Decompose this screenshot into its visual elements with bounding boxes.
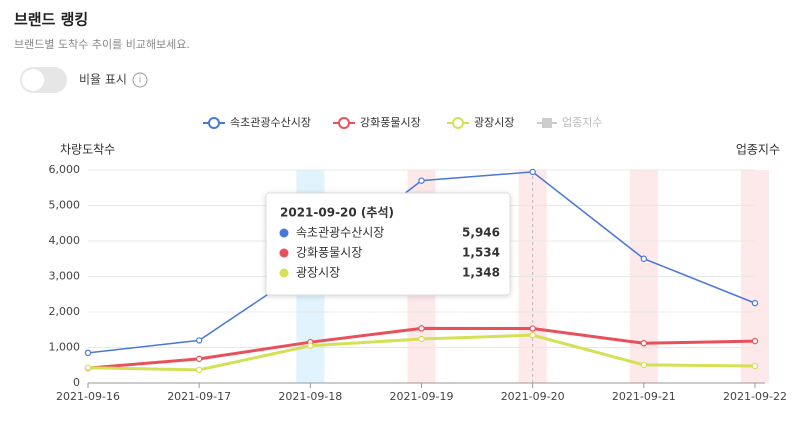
y-tick-label: 6,000 xyxy=(49,163,81,176)
y-tick-label: 4,000 xyxy=(49,234,81,247)
tooltip-box xyxy=(265,192,511,296)
legend-label[interactable]: 속초관광수산시장 xyxy=(230,116,311,129)
y-tick-label: 1,000 xyxy=(49,341,81,354)
legend-label[interactable]: 강화풍물시장 xyxy=(360,116,421,129)
info-icon[interactable] xyxy=(132,72,148,88)
subtitle: 브랜드별 도착수 추이를 비교해보세요. xyxy=(14,37,190,51)
legend-marker xyxy=(338,117,350,129)
tooltip-value: 1,534 xyxy=(462,246,500,260)
tooltip-value: 5,946 xyxy=(462,226,500,240)
y-tick-label: 5,000 xyxy=(49,199,81,212)
tooltip-title: 2021-09-20 (추석) xyxy=(280,205,394,220)
data-point xyxy=(751,337,759,345)
tooltip-dot xyxy=(279,248,289,258)
x-tick-label: 2021-09-22 xyxy=(723,390,787,403)
tooltip-name: 강화풍물시장 xyxy=(296,246,362,260)
data-point xyxy=(84,364,92,371)
tooltip-name: 광장시장 xyxy=(296,266,340,280)
data-point xyxy=(195,355,203,363)
data-point xyxy=(529,331,536,339)
data-point xyxy=(640,255,648,262)
tooltip-name: 속초관광수산시장 xyxy=(296,226,384,240)
toggle-knob xyxy=(22,69,44,91)
info-icon-i: i xyxy=(139,76,142,86)
legend-marker xyxy=(542,118,552,128)
y-tick-label: 2,000 xyxy=(49,305,81,318)
y-tick-label: 0 xyxy=(73,376,80,389)
x-tick-label: 2021-09-19 xyxy=(390,390,454,403)
y-tick-label: 3,000 xyxy=(49,270,81,283)
data-point xyxy=(195,337,203,344)
data-point xyxy=(640,361,648,369)
x-tick-label: 2021-09-17 xyxy=(167,390,231,403)
data-point xyxy=(640,340,648,347)
data-point xyxy=(195,366,203,374)
legend-marker xyxy=(208,117,220,129)
data-point xyxy=(84,349,92,357)
data-point xyxy=(751,299,759,307)
x-tick-label: 2021-09-21 xyxy=(612,390,676,403)
tooltip: 2021-09-20 (추석) 속초관광수산시장 5,946 강화풍물시장 1,534 광… xyxy=(265,192,511,296)
legend-label[interactable]: 광장시장 xyxy=(474,116,514,129)
data-point xyxy=(529,325,536,332)
data-point xyxy=(307,342,314,349)
data-point xyxy=(418,325,425,332)
legend-label[interactable]: 업종지수 xyxy=(562,116,602,129)
data-point xyxy=(418,335,425,343)
x-tick-label: 2021-09-20 xyxy=(501,390,565,403)
y2-axis-title: 업종지수 xyxy=(736,143,780,157)
data-point xyxy=(751,362,759,370)
tooltip-dot xyxy=(279,268,289,278)
data-point xyxy=(529,168,536,176)
y-axis-title: 차량도착수 xyxy=(60,143,115,157)
legend-marker xyxy=(452,117,464,129)
x-tick-label: 2021-09-16 xyxy=(56,390,120,403)
toggle-label: 비율 표시 xyxy=(79,73,127,87)
tooltip-dot xyxy=(279,228,289,238)
data-point xyxy=(418,177,425,184)
x-tick-label: 2021-09-18 xyxy=(278,390,342,403)
tooltip-value: 1,348 xyxy=(462,266,500,280)
chart: 0 1,000 2,000 3,000 4,000 5,000 6,000 차량도착수 업종지수… xyxy=(49,116,787,403)
page-title: 브랜드 랭킹 xyxy=(14,11,88,29)
